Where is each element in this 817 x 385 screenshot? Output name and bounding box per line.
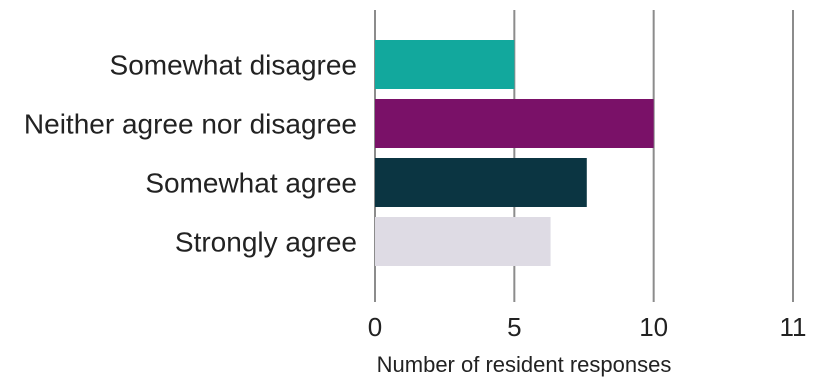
category-label-1: Somewhat disagree bbox=[110, 50, 357, 81]
x-tick-label-1: 5 bbox=[507, 312, 521, 342]
category-label-4: Strongly agree bbox=[175, 227, 357, 258]
bar-2 bbox=[375, 99, 654, 148]
x-tick-label-0: 0 bbox=[368, 312, 382, 342]
category-label-2: Neither agree nor disagree bbox=[24, 109, 357, 140]
bar-3 bbox=[375, 158, 587, 207]
bars bbox=[375, 40, 654, 266]
x-tick-label-2: 10 bbox=[639, 312, 668, 342]
category-label-3: Somewhat agree bbox=[145, 168, 357, 199]
x-tick-labels: 0 5 10 11 bbox=[368, 312, 807, 342]
bar-4 bbox=[375, 217, 551, 266]
x-axis-title: Number of resident responses bbox=[377, 352, 672, 377]
bar-1 bbox=[375, 40, 515, 89]
category-labels: Somewhat disagree Neither agree nor disag… bbox=[24, 50, 357, 258]
x-tick-label-3: 11 bbox=[780, 312, 807, 342]
